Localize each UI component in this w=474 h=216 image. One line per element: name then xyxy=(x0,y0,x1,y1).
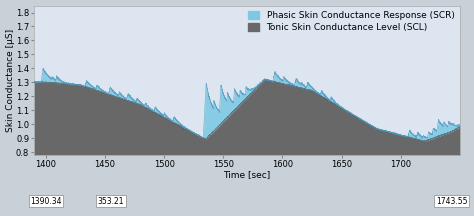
Legend: Phasic Skin Conductance Response (SCR), Tonic Skin Conductance Level (SCL): Phasic Skin Conductance Response (SCR), … xyxy=(246,8,457,35)
Y-axis label: Skin Conductance [μS]: Skin Conductance [μS] xyxy=(6,29,15,132)
X-axis label: Time [sec]: Time [sec] xyxy=(223,170,271,179)
Text: 353.21: 353.21 xyxy=(98,197,124,206)
Text: 1390.34: 1390.34 xyxy=(30,197,62,206)
Text: 1743.55: 1743.55 xyxy=(436,197,467,206)
